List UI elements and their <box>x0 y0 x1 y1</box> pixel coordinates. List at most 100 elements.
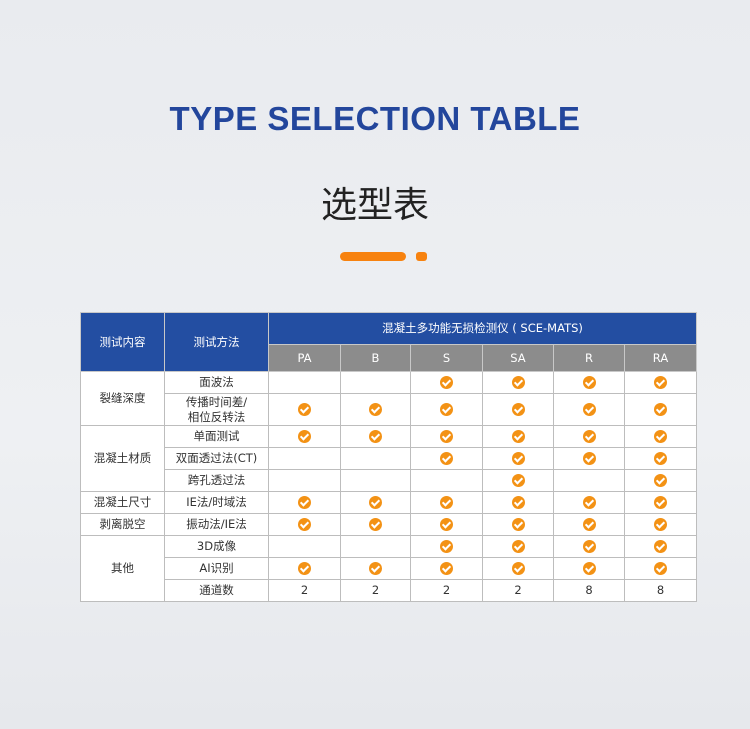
test-method-cell: 传播时间差/ 相位反转法 <box>164 393 269 426</box>
check-icon <box>582 540 596 553</box>
test-content-cell: 其他 <box>80 535 165 602</box>
support-cell-sa <box>482 425 554 448</box>
support-cell-r <box>553 469 625 492</box>
table-row: 其他 3D成像 <box>80 535 697 602</box>
header-model-ra: RA <box>624 344 697 372</box>
support-cell-sa: 2 <box>482 579 554 602</box>
check-icon <box>440 452 453 465</box>
support-cell-b <box>340 425 411 448</box>
test-method-cell: AI识别 <box>164 557 269 580</box>
support-cell-s <box>410 513 483 536</box>
support-cell-ra <box>624 393 697 426</box>
table-row: AI识别 <box>81 557 697 580</box>
accent-dot <box>416 252 427 261</box>
support-cell-s <box>410 491 483 514</box>
support-cell-sa <box>482 371 554 394</box>
support-cell-r <box>553 535 625 558</box>
selection-table: 测试内容 测试方法 混凝土多功能无损检测仪 ( SCE-MATS) PA B S SA… <box>80 312 697 602</box>
support-cell-r <box>553 447 625 470</box>
check-icon <box>440 403 453 416</box>
support-cell-pa <box>268 469 341 492</box>
check-icon <box>582 376 596 389</box>
header-model-r: R <box>553 344 625 372</box>
check-icon <box>511 562 525 575</box>
check-icon <box>654 496 667 509</box>
check-icon <box>511 496 525 509</box>
check-icon <box>369 430 382 443</box>
test-method-cell: 跨孔透过法 <box>164 469 269 492</box>
check-icon <box>298 496 311 509</box>
support-cell-s <box>410 425 483 448</box>
support-cell-ra <box>624 469 697 492</box>
check-icon <box>582 403 596 416</box>
table-row: 混凝土材质 单面测试 <box>80 425 697 492</box>
support-cell-s: 2 <box>410 579 483 602</box>
support-cell-sa <box>482 535 554 558</box>
check-icon <box>369 496 382 509</box>
check-icon <box>511 540 525 553</box>
check-icon <box>511 376 525 389</box>
check-icon <box>511 430 525 443</box>
support-cell-b <box>340 557 411 580</box>
table-row: 剥离脱空 振动法/IE法 <box>80 513 697 536</box>
test-method-cell: 通道数 <box>164 579 269 602</box>
accent-bar <box>340 252 406 261</box>
check-icon <box>440 540 453 553</box>
check-icon <box>511 518 525 531</box>
support-cell-sa <box>482 447 554 470</box>
page-subtitle: 选型表 <box>320 185 429 226</box>
header-model-b: B <box>340 344 411 372</box>
table-row: 通道数 2 2 2 2 8 8 <box>81 579 697 602</box>
support-cell-sa <box>482 513 554 536</box>
check-icon <box>440 496 453 509</box>
test-content-cell: 剥离脱空 <box>80 513 165 536</box>
support-cell-pa: 2 <box>268 579 341 602</box>
test-content-cell: 裂缝深度 <box>80 371 165 426</box>
check-icon <box>511 452 525 465</box>
support-cell-s <box>410 371 483 394</box>
header-model-sa: SA <box>482 344 554 372</box>
test-method-cell: 振动法/IE法 <box>164 513 269 536</box>
support-cell-ra <box>624 535 697 558</box>
support-cell-r <box>553 513 625 536</box>
test-method-cell: 面波法 <box>164 371 269 394</box>
test-method-cell: 3D成像 <box>164 535 269 558</box>
header-test-method: 测试方法 <box>164 312 269 372</box>
support-cell-r <box>553 557 625 580</box>
support-cell-b: 2 <box>340 579 411 602</box>
check-icon <box>440 376 453 389</box>
check-icon <box>654 430 667 443</box>
support-cell-ra <box>624 447 697 470</box>
check-icon <box>654 403 667 416</box>
check-icon <box>654 376 667 389</box>
support-cell-pa <box>268 557 341 580</box>
support-cell-ra <box>624 425 697 448</box>
check-icon <box>440 518 453 531</box>
support-cell-r <box>553 393 625 426</box>
support-cell-ra <box>624 557 697 580</box>
support-cell-r <box>553 371 625 394</box>
support-cell-b <box>340 469 411 492</box>
support-cell-pa <box>268 535 341 558</box>
support-cell-pa <box>268 425 341 448</box>
support-cell-b <box>340 491 411 514</box>
support-cell-r <box>553 491 625 514</box>
support-cell-s <box>410 535 483 558</box>
check-icon <box>298 430 311 443</box>
support-cell-pa <box>268 393 341 426</box>
check-icon <box>298 403 311 416</box>
check-icon <box>654 540 667 553</box>
support-cell-ra <box>624 371 697 394</box>
header-test-content: 测试内容 <box>80 312 165 372</box>
header-model-pa: PA <box>268 344 341 372</box>
table-row: 混凝土尺寸 IE法/时域法 <box>80 491 697 514</box>
support-cell-s <box>410 393 483 426</box>
support-cell-s <box>410 469 483 492</box>
check-icon <box>511 403 525 416</box>
support-cell-pa <box>268 513 341 536</box>
support-cell-s <box>410 557 483 580</box>
support-cell-ra: 8 <box>624 579 697 602</box>
check-icon <box>511 474 525 487</box>
support-cell-r: 8 <box>553 579 625 602</box>
support-cell-b <box>340 447 411 470</box>
